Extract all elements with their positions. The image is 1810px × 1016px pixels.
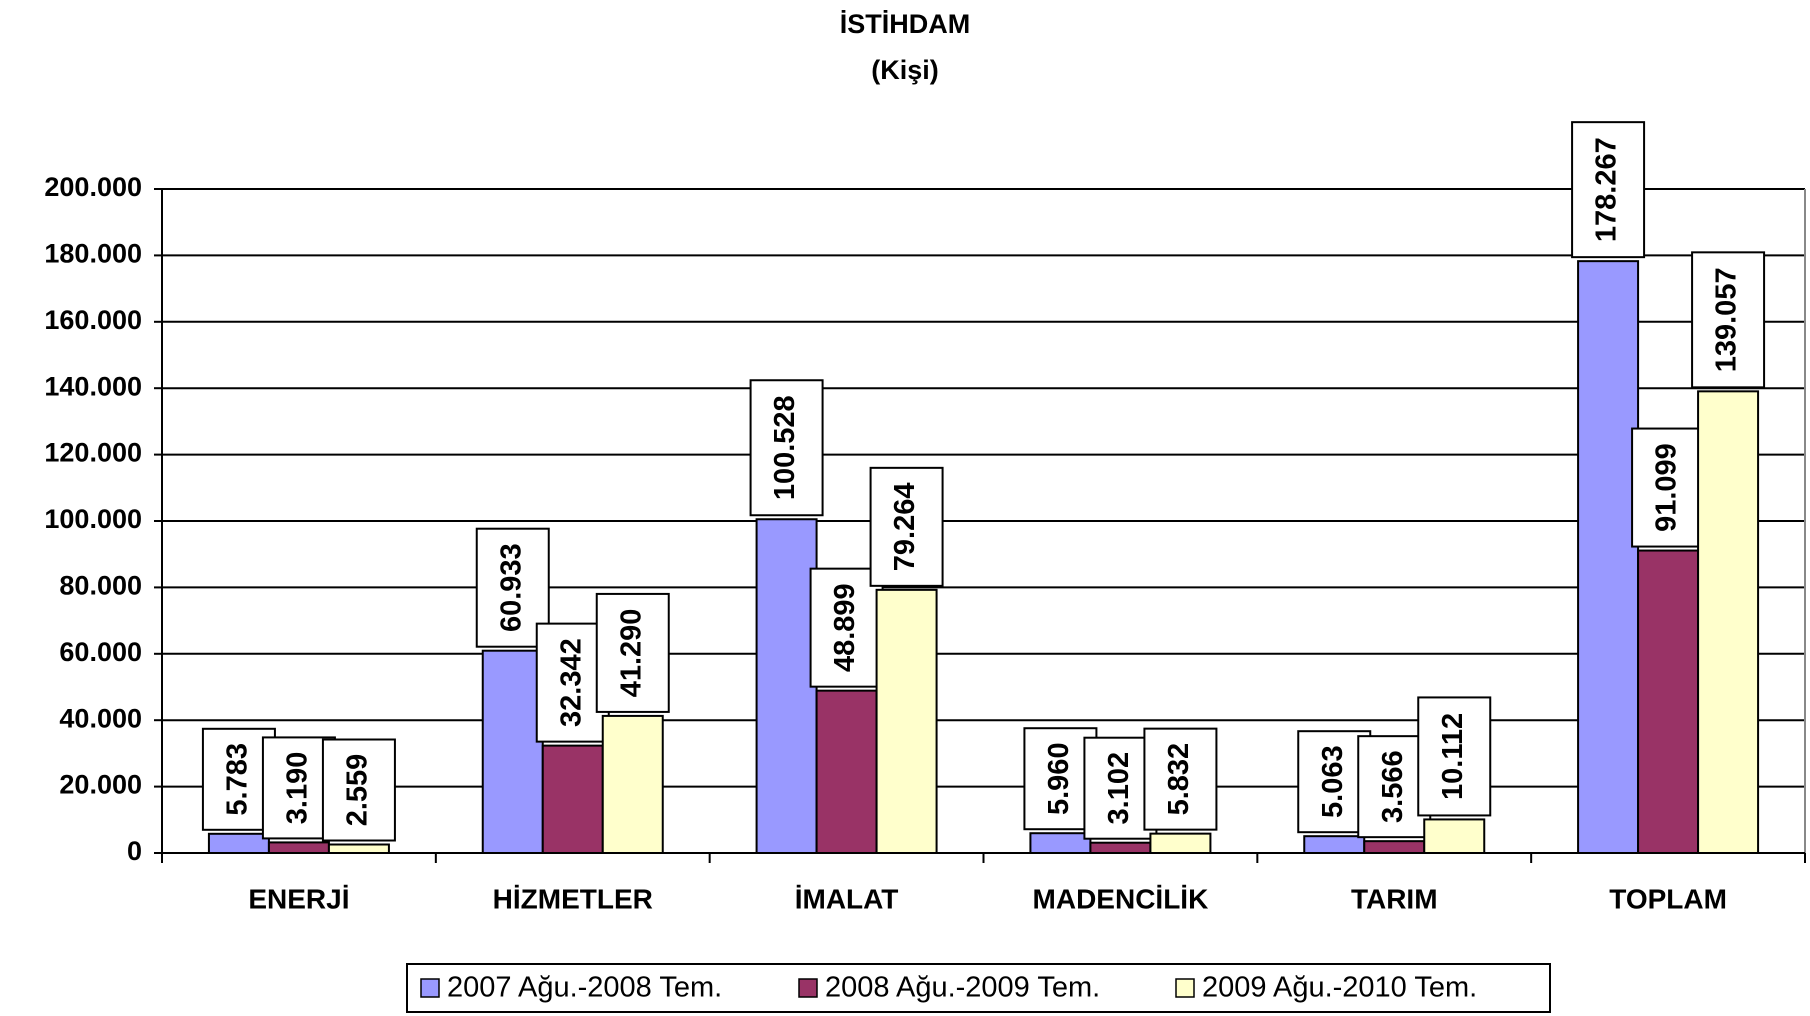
legend-box	[406, 963, 1551, 1013]
bar	[1423, 818, 1486, 854]
y-tick-label: 80.000	[59, 571, 142, 601]
data-label: 5.960	[1043, 742, 1075, 815]
x-tick-label: TARIM	[1351, 883, 1438, 914]
x-tick-label: MADENCİLİK	[1033, 883, 1209, 914]
legend-label: 2009 Ağu.-2010 Tem.	[1202, 972, 1477, 1004]
data-label: 2.559	[342, 754, 374, 827]
bar	[1363, 840, 1426, 855]
chart-title: İSTİHDAM	[840, 9, 971, 39]
bar	[1577, 260, 1640, 854]
data-label-box	[1691, 251, 1766, 389]
data-label-box	[1571, 121, 1646, 259]
bar	[481, 649, 544, 855]
data-label: 5.783	[222, 743, 254, 816]
x-tick-label: HİZMETLER	[493, 883, 653, 914]
data-label: 100.528	[769, 395, 801, 500]
x-tick-label: İMALAT	[795, 883, 899, 914]
bar	[207, 832, 270, 854]
data-label: 32.342	[555, 638, 587, 727]
data-label: 3.566	[1377, 750, 1409, 823]
data-label-box	[321, 738, 396, 842]
bar	[815, 689, 878, 855]
data-label: 91.099	[1651, 443, 1683, 532]
legend-swatch	[1175, 978, 1195, 998]
data-label: 48.899	[829, 583, 861, 672]
data-label: 178.267	[1591, 137, 1623, 242]
y-tick-label: 100.000	[44, 504, 142, 534]
bar	[1149, 832, 1212, 854]
data-label: 3.190	[282, 752, 314, 825]
y-tick-label: 40.000	[59, 703, 142, 733]
data-label-box	[809, 567, 884, 688]
data-label: 60.933	[495, 543, 527, 632]
y-tick-label: 0	[127, 836, 142, 866]
bar	[541, 744, 604, 855]
data-label: 5.832	[1163, 743, 1195, 816]
y-tick-label: 120.000	[44, 438, 142, 468]
bar	[601, 714, 664, 854]
bar	[875, 588, 938, 854]
y-tick-label: 180.000	[44, 239, 142, 269]
data-label: 5.063	[1317, 745, 1349, 818]
data-label: 41.290	[615, 609, 647, 698]
bar	[1029, 832, 1092, 855]
bar	[267, 841, 330, 854]
data-label-box	[749, 379, 824, 517]
x-tick-label: TOPLAM	[1609, 883, 1727, 914]
legend-swatch	[798, 978, 818, 998]
y-tick-label: 140.000	[44, 371, 142, 401]
y-tick-label: 20.000	[59, 770, 142, 800]
chart-subtitle: (Kişi)	[871, 55, 939, 85]
legend-swatch	[420, 978, 440, 998]
y-tick-label: 200.000	[44, 172, 142, 202]
data-label: 3.102	[1103, 752, 1135, 825]
data-label: 79.264	[889, 482, 921, 571]
legend-label: 2007 Ağu.-2008 Tem.	[447, 972, 722, 1004]
y-tick-label: 60.000	[59, 637, 142, 667]
data-label: 10.112	[1437, 713, 1469, 800]
data-label-box	[595, 592, 670, 713]
data-label-box	[1631, 427, 1706, 548]
bar	[1637, 549, 1700, 854]
bar	[1089, 841, 1152, 854]
bar	[755, 518, 818, 855]
bar	[1697, 390, 1760, 854]
bar	[327, 843, 390, 855]
data-label-box	[1143, 727, 1218, 831]
x-tick-label: ENERJİ	[248, 883, 349, 914]
bar	[1303, 835, 1366, 855]
legend-label: 2008 Ağu.-2009 Tem.	[825, 972, 1100, 1004]
y-tick-label: 160.000	[44, 305, 142, 335]
data-label-box	[869, 466, 944, 587]
data-label-box	[1417, 696, 1492, 817]
data-label: 139.057	[1711, 267, 1743, 372]
